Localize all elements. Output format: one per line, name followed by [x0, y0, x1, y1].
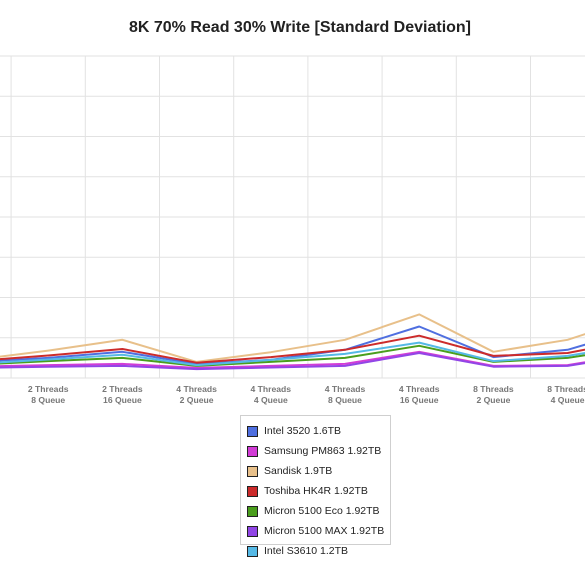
series-line-3 [0, 334, 585, 364]
series-line-6 [0, 341, 585, 367]
legend-item[interactable]: Toshiba HK4R 1.92TB [247, 481, 390, 501]
series-line-4 [0, 344, 585, 367]
legend-label: Intel 3520 1.6TB [264, 425, 342, 437]
legend-swatch [247, 425, 258, 437]
legend-label: Intel S3610 1.2TB [264, 545, 349, 557]
series-line-0 [0, 325, 585, 365]
series-line-1 [0, 350, 585, 369]
legend-swatch [247, 465, 258, 477]
x-tick-label: 8 Queue [328, 395, 362, 405]
x-tick-label: 4 Threads [250, 384, 291, 394]
series-line-5 [0, 352, 585, 371]
chart-series [0, 313, 585, 371]
series-line-2 [0, 313, 585, 363]
x-tick-label: 4 Threads [399, 384, 440, 394]
x-tick-label: 2 Threads [102, 384, 143, 394]
x-tick-label: 4 Threads [325, 384, 366, 394]
legend-item[interactable]: Micron 5100 Eco 1.92TB [247, 501, 390, 521]
x-tick-label: 2 Queue [180, 395, 214, 405]
chart-title: 8K 70% Read 30% Write [Standard Deviatio… [128, 19, 472, 36]
legend-label: Micron 5100 MAX 1.92TB [264, 525, 385, 537]
legend-label: Sandisk 1.9TB [264, 465, 333, 477]
legend-swatch [247, 545, 258, 557]
legend-swatch [247, 485, 258, 497]
legend-item[interactable]: Intel S3610 1.2TB [247, 541, 390, 561]
chart-grid [0, 55, 585, 379]
x-tick-label: 8 Threads [547, 384, 585, 394]
legend-item[interactable]: Micron 5100 MAX 1.92TB [247, 521, 390, 541]
x-tick-label: 2 Queue [476, 395, 510, 405]
chart-legend: Intel 3520 1.6TB Samsung PM863 1.92TB Sand… [240, 415, 391, 557]
x-tick-label: 16 Queue [400, 395, 439, 405]
legend-label: Toshiba HK4R 1.92TB [264, 485, 368, 497]
legend-swatch [247, 445, 258, 457]
x-tick-label: 8 Threads [473, 384, 514, 394]
legend-label: Samsung PM863 1.92TB [264, 445, 382, 457]
legend-item[interactable]: Intel 3520 1.6TB [247, 421, 390, 441]
x-tick-label: 16 Queue [103, 395, 142, 405]
legend-label: Micron 5100 Eco 1.92TB [264, 505, 380, 517]
x-tick-label: 2 Threads [28, 384, 69, 394]
x-tick-label: 4 Queue [551, 395, 585, 405]
x-tick-label: 4 Threads [176, 384, 217, 394]
legend-swatch [247, 505, 258, 517]
legend-item[interactable]: Samsung PM863 1.92TB [247, 441, 390, 461]
legend-swatch [247, 525, 258, 537]
x-tick-label: 4 Queue [254, 395, 288, 405]
legend-item[interactable]: Sandisk 1.9TB [247, 461, 390, 481]
x-tick-label: 8 Queue [31, 395, 65, 405]
